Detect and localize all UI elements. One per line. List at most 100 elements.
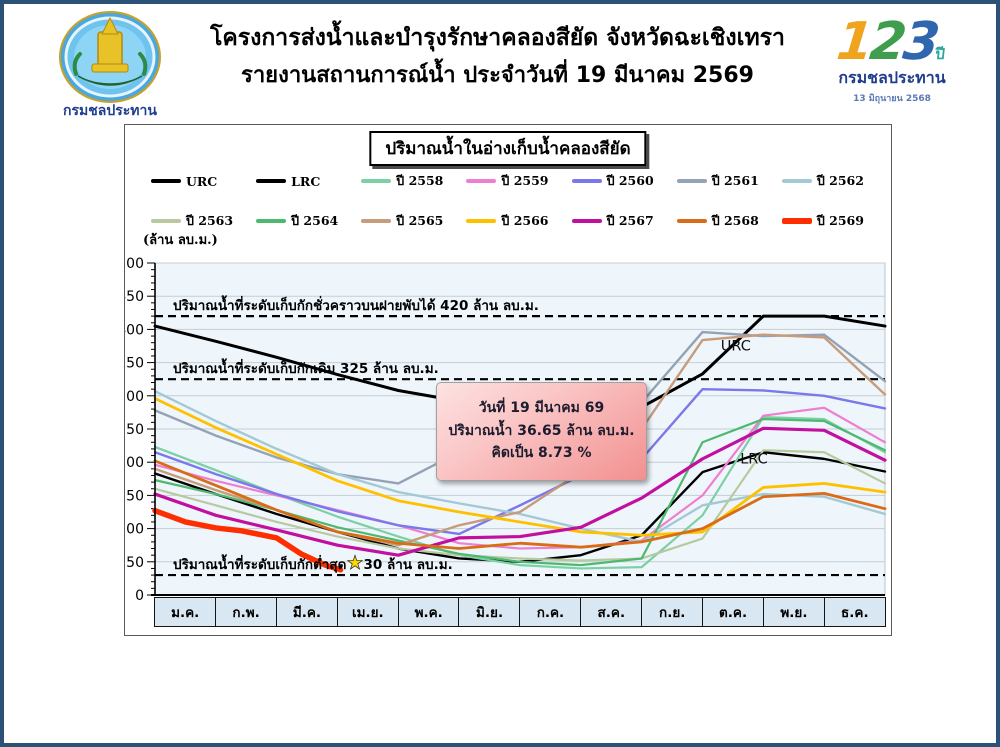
legend-swatch	[256, 179, 287, 183]
annotation-date: วันที่ 19 มีนาคม 69	[478, 400, 605, 417]
legend-swatch	[571, 179, 602, 183]
month-cell-ส.ค.: ส.ค.	[580, 597, 643, 627]
logo-digit-3: 3	[900, 12, 941, 72]
month-cell-ม.ค.: ม.ค.	[154, 597, 217, 627]
report-title-line1: โครงการส่งน้ำและบำรุงรักษาคลองสียัด จังห…	[210, 25, 785, 51]
reference-label-420: ปริมาณน้ำที่ระดับเก็บกักชั่วคราวบนฝายพับ…	[173, 295, 539, 314]
legend-label: LRC	[291, 173, 321, 189]
legend-item-ปี 2562: ปี 2562	[778, 171, 883, 191]
legend-label: ปี 2559	[501, 173, 549, 188]
chart-panel: ปริมาณน้ำในอ่างเก็บน้ำคลองสียัด URC LRC ปี…	[124, 124, 892, 636]
curve-label-URC: URC	[721, 339, 751, 355]
y-tick-label: 500	[125, 256, 144, 272]
month-cell-เม.ย.: เม.ย.	[336, 597, 399, 627]
legend-swatch	[361, 219, 392, 223]
anniversary-123-logo: 123ปี กรมชลประทาน 13 มิถุนายน 2568	[802, 12, 982, 120]
series-line-ปี 2562	[153, 389, 887, 544]
y-tick-label: 0	[135, 588, 144, 604]
y-tick-label: 200	[125, 455, 144, 471]
chart-title: ปริมาณน้ำในอ่างเก็บน้ำคลองสียัด	[369, 131, 647, 166]
irrigation-department-seal: กรมชลประทาน	[48, 10, 172, 122]
current-status-annotation: วันที่ 19 มีนาคม 69 ปริมาณน้ำ 36.65 ล้าน…	[436, 382, 647, 481]
legend-row-2: ปี 2563 ปี 2564 ปี 2565 ปี 2566 ปี 2567 ปี 25…	[147, 211, 883, 231]
legend-item-ปี 2568: ปี 2568	[673, 211, 778, 231]
month-cell-ก.ย.: ก.ย.	[641, 597, 704, 627]
y-tick-label: 250	[125, 422, 144, 438]
month-cell-ก.ค.: ก.ค.	[519, 597, 582, 627]
legend-swatch	[256, 219, 287, 223]
legend-item-ปี 2569: ปี 2569	[778, 211, 883, 231]
x-axis-month-row: ม.ค. ก.พ. มี.ค. เม.ย. พ.ค. มิ.ย. ก.ค. ส.ค. ก.ย. ต…	[154, 597, 886, 627]
legend-swatch	[151, 219, 181, 223]
series-line-ปี 2559	[153, 406, 887, 550]
legend-swatch	[781, 179, 812, 183]
month-cell-ธ.ค.: ธ.ค.	[823, 597, 886, 627]
legend-swatch	[466, 179, 497, 183]
y-tick-label: 350	[125, 356, 144, 372]
seal-caption: กรมชลประทาน	[63, 103, 157, 119]
seal-graphic	[59, 11, 161, 103]
reference-label-325: ปริมาณน้ำที่ระดับเก็บกักเดิม 325 ล้าน ลบ…	[173, 358, 439, 377]
report-header: โครงการส่งน้ำและบำรุงรักษาคลองสียัด จังห…	[179, 20, 816, 94]
y-tick-label: 100	[125, 522, 144, 538]
reservoir-storage-chart: 0 50 100 150 200 250 300 350 400 450 500 ปริมาณน้ำท…	[125, 256, 887, 604]
legend-label: ปี 2566	[501, 213, 549, 228]
month-cell-ก.พ.: ก.พ.	[214, 597, 278, 627]
legend-swatch	[361, 179, 392, 183]
series-line-ปี 2563	[153, 449, 887, 562]
legend-row-1: URC LRC ปี 2558 ปี 2559 ปี 2560 ปี 2561 ปี 256…	[147, 171, 883, 191]
y-tick-label: 450	[125, 289, 144, 305]
legend-label: ปี 2560	[606, 173, 654, 188]
legend-item-ปี 2561: ปี 2561	[673, 171, 778, 191]
legend-item-ปี 2564: ปี 2564	[252, 211, 357, 231]
legend-swatch	[571, 218, 602, 224]
legend-swatch	[151, 179, 181, 183]
y-tick-label: 300	[125, 389, 144, 405]
legend-item-ปี 2565: ปี 2565	[357, 211, 462, 231]
legend-label: ปี 2569	[816, 213, 864, 228]
logo-anniversary-date: 13 มิถุนายน 2568	[853, 94, 931, 104]
legend-label: ปี 2563	[186, 213, 234, 228]
reference-label-30: ปริมาณน้ำที่ระดับเก็บกักต่ำสุด★30 ล้าน ล…	[173, 552, 453, 574]
y-axis-unit-label: (ล้าน ลบ.ม.)	[143, 233, 218, 248]
legend-label: URC	[186, 173, 218, 189]
legend-label: ปี 2565	[396, 213, 444, 228]
month-cell-พ.ค.: พ.ค.	[397, 597, 460, 627]
legend-swatch	[781, 217, 812, 225]
legend-label: ปี 2564	[291, 213, 339, 228]
series-line-ปี 2567	[153, 426, 887, 557]
legend-swatch	[676, 219, 707, 223]
legend-item-ปี 2563: ปี 2563	[147, 211, 252, 231]
y-tick-label: 150	[125, 488, 144, 504]
legend-item-ปี 2558: ปี 2558	[357, 171, 462, 191]
legend-item-ปี 2559: ปี 2559	[462, 171, 567, 191]
legend-item-LRC: LRC	[252, 174, 357, 189]
logo-digits: 123ปี	[834, 12, 950, 72]
series-line-ปี 2566	[153, 397, 887, 537]
annotation-volume: ปริมาณน้ำ 36.65 ล้าน ลบ.ม.	[448, 422, 635, 439]
report-title-line2: รายงานสถานการณ์น้ำ ประจำวันที่ 19 มีนาคม…	[241, 62, 754, 88]
legend-label: ปี 2561	[711, 173, 759, 188]
month-cell-มิ.ย.: มิ.ย.	[458, 597, 521, 627]
y-tick-label: 50	[126, 555, 144, 571]
legend-item-URC: URC	[147, 174, 252, 189]
legend-swatch	[676, 179, 707, 183]
series-line-ปี 2569	[152, 507, 344, 573]
y-tick-label: 400	[125, 322, 144, 338]
legend-swatch	[466, 219, 497, 223]
legend-label: ปี 2562	[816, 173, 864, 188]
legend-label: ปี 2568	[711, 213, 759, 228]
curve-label-LRC: LRC	[740, 452, 768, 468]
month-cell-พ.ย.: พ.ย.	[762, 597, 826, 627]
legend-item-ปี 2566: ปี 2566	[462, 211, 567, 231]
legend-item-ปี 2560: ปี 2560	[568, 171, 673, 191]
legend-item-ปี 2567: ปี 2567	[568, 211, 673, 231]
series-line-ปี 2560	[153, 387, 887, 536]
month-cell-ต.ค.: ต.ค.	[701, 597, 765, 627]
month-cell-มี.ค.: มี.ค.	[275, 597, 339, 627]
logo-org-name: กรมชลประทาน	[838, 68, 946, 87]
annotation-percent: คิดเป็น 8.73 %	[491, 445, 592, 462]
series-line-ปี 2568	[153, 459, 887, 550]
legend-label: ปี 2558	[396, 173, 444, 188]
